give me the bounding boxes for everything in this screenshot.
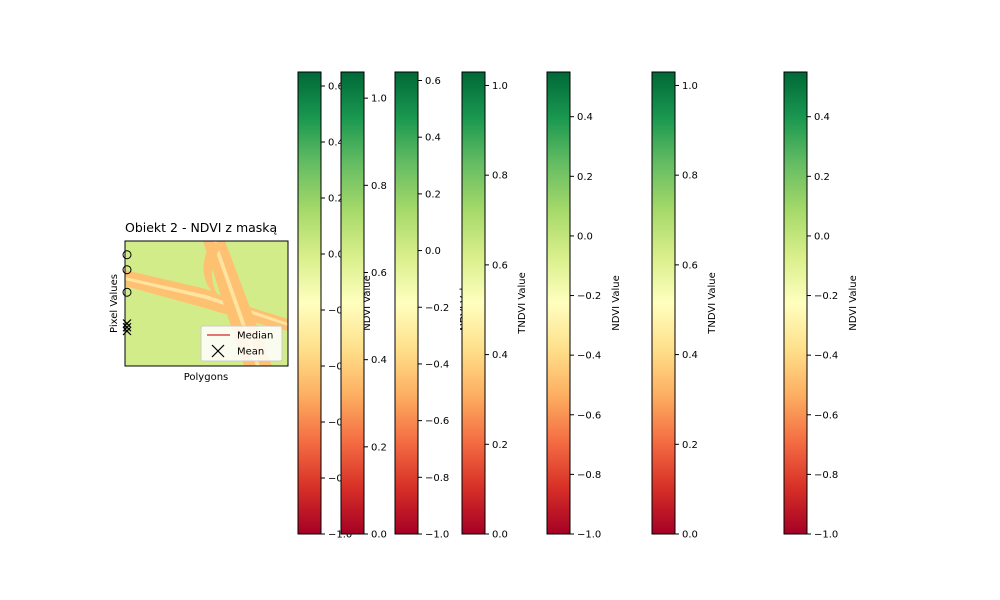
- colorbar-gradient: [461, 71, 486, 535]
- colorbar-tick-label: 0.2: [682, 440, 698, 451]
- colorbar-ndvi-3: −1.0 −0.8 −0.6 −0.4 −0.2 0.0 0.2 0.4 NDVI Value: [546, 71, 622, 541]
- colorbar-tick-label: 0.2: [492, 440, 508, 451]
- colorbar-tick-label: 1.0: [371, 94, 387, 105]
- colorbar-label: TNDVI Value: [517, 272, 528, 335]
- outlier-marker: [122, 250, 132, 260]
- road-junction: [203, 241, 222, 296]
- colorbar-tick-label: 0.4: [577, 112, 593, 123]
- colorbar-tick-label: 0.0: [371, 530, 387, 541]
- colorbar-tick-label: −0.4: [425, 359, 449, 370]
- colorbar-gradient: [297, 71, 322, 535]
- colorbar-gradient: [394, 71, 419, 535]
- colorbar-tick-label: 0.6: [425, 76, 441, 87]
- colorbar-tick-label: −0.8: [328, 474, 352, 485]
- colorbar-tick-label: 0.2: [577, 172, 593, 183]
- colorbar-tick-label: 0.4: [328, 138, 344, 149]
- outlier-marker: [122, 287, 132, 297]
- outlier-marker: [122, 265, 132, 275]
- colorbar-tndvi-3: 0.0 0.2 0.4 0.6 0.8 1.0 TNDVI Value: [651, 71, 718, 541]
- marker-layer: [122, 250, 132, 336]
- colorbar-tick-label: 0.4: [425, 133, 441, 144]
- colorbar-tick-label: −0.2: [425, 303, 449, 314]
- legend-mean-marker: [211, 344, 225, 358]
- colorbar-tick-label: 0.4: [682, 350, 698, 361]
- colorbar-tick-label: −0.2: [814, 291, 838, 302]
- colorbar-ndvi-4: −1.0 −0.8 −0.6 −0.4 −0.2 0.0 0.2 0.4 NDVI Value: [783, 71, 859, 541]
- colorbar-tick-label: −0.2: [577, 291, 601, 302]
- colorbar-tick-label: 0.0: [425, 246, 441, 257]
- colorbar-tick-label: 0.4: [492, 350, 508, 361]
- colorbar-tick-label: −0.4: [814, 351, 838, 362]
- colorbar-tndvi-2: 0.0 0.2 0.4 0.6 0.8 1.0 TNDVI Value: [461, 71, 528, 541]
- colorbar-tick-label: 0.0: [492, 530, 508, 541]
- colorbar-label: TNDVI Value: [707, 272, 718, 335]
- colorbar-tick-label: −0.6: [814, 410, 838, 421]
- colorbar-tick-label: 0.0: [577, 231, 593, 242]
- colorbar-tick-label: 0.8: [371, 181, 387, 192]
- colorbar-tick-label: −0.6: [425, 416, 449, 427]
- colorbar-label: NDVI Value: [611, 275, 622, 330]
- colorbar-tick-label: 0.6: [492, 260, 508, 271]
- colorbar-tick-label: 0.8: [682, 171, 698, 182]
- road-diagonal-center: [125, 277, 288, 326]
- mean-marker: [122, 319, 132, 328]
- colorbar-tick-label: 0.2: [814, 172, 830, 183]
- colorbar-tick-label: −0.8: [577, 470, 601, 481]
- colorbar-label: NDVI Value: [362, 275, 373, 330]
- colorbar-gradient: [651, 71, 676, 535]
- colorbar-gradient: [546, 71, 571, 535]
- colorbar-tick-label: −1.0: [425, 530, 449, 541]
- colorbar-tick-label: 0.6: [682, 260, 698, 271]
- colorbar-gradient: [340, 71, 365, 535]
- colorbar-tick-label: 0.2: [425, 189, 441, 200]
- image-frame: [124, 240, 289, 367]
- colorbar-tick-label: −0.8: [814, 470, 838, 481]
- colorbar-tick-label: 0.0: [328, 250, 344, 261]
- colorbar-tick-label: −1.0: [577, 530, 601, 541]
- colorbar-tick-label: 1.0: [492, 81, 508, 92]
- image-xlabel: Polygons: [184, 372, 229, 383]
- image-panel: Obiekt 2 - NDVI z maską Median Mean: [109, 220, 289, 383]
- legend-median-label: Median: [237, 331, 273, 342]
- colorbar-ndvi-1: −1.0 −0.8 −0.6 −0.4 −0.2 0.0 0.2 0.4 0.6 NDVI Val…: [297, 71, 373, 541]
- mean-marker: [122, 326, 132, 336]
- colorbar-gradient: [783, 71, 808, 535]
- legend: Median Mean: [200, 325, 283, 362]
- colorbar-tick-label: 0.8: [492, 171, 508, 182]
- image-title: Obiekt 2 - NDVI z maską: [125, 220, 278, 235]
- colorbar-tick-label: 0.0: [682, 530, 698, 541]
- colorbar-tick-label: 0.0: [814, 231, 830, 242]
- colorbar-tick-label: 0.6: [371, 268, 387, 279]
- colorbar-tick-label: 0.4: [814, 112, 830, 123]
- colorbar-tick-label: 0.6: [328, 82, 344, 93]
- colorbar-tick-label: −0.8: [425, 473, 449, 484]
- colorbar-tick-label: −0.6: [577, 410, 601, 421]
- image-ylabel: Pixel Values: [109, 274, 120, 333]
- legend-mean-label: Mean: [237, 347, 264, 358]
- colorbar-tick-label: 0.2: [328, 194, 344, 205]
- colorbar-tick-label: −0.4: [577, 351, 601, 362]
- colorbar-tick-label: −1.0: [328, 530, 352, 541]
- colorbar-tick-label: −0.4: [328, 362, 352, 373]
- colorbar-tick-label: −0.2: [328, 306, 352, 317]
- colorbar-tick-label: −0.6: [328, 418, 352, 429]
- colorbar-tick-label: −1.0: [814, 530, 838, 541]
- colorbar-label: NDVI Value: [848, 275, 859, 330]
- colorbar-tick-label: 1.0: [682, 81, 698, 92]
- colorbar-tick-label: 0.2: [371, 442, 387, 453]
- colorbar-tick-label: 0.4: [371, 355, 387, 366]
- mean-marker: [122, 322, 132, 332]
